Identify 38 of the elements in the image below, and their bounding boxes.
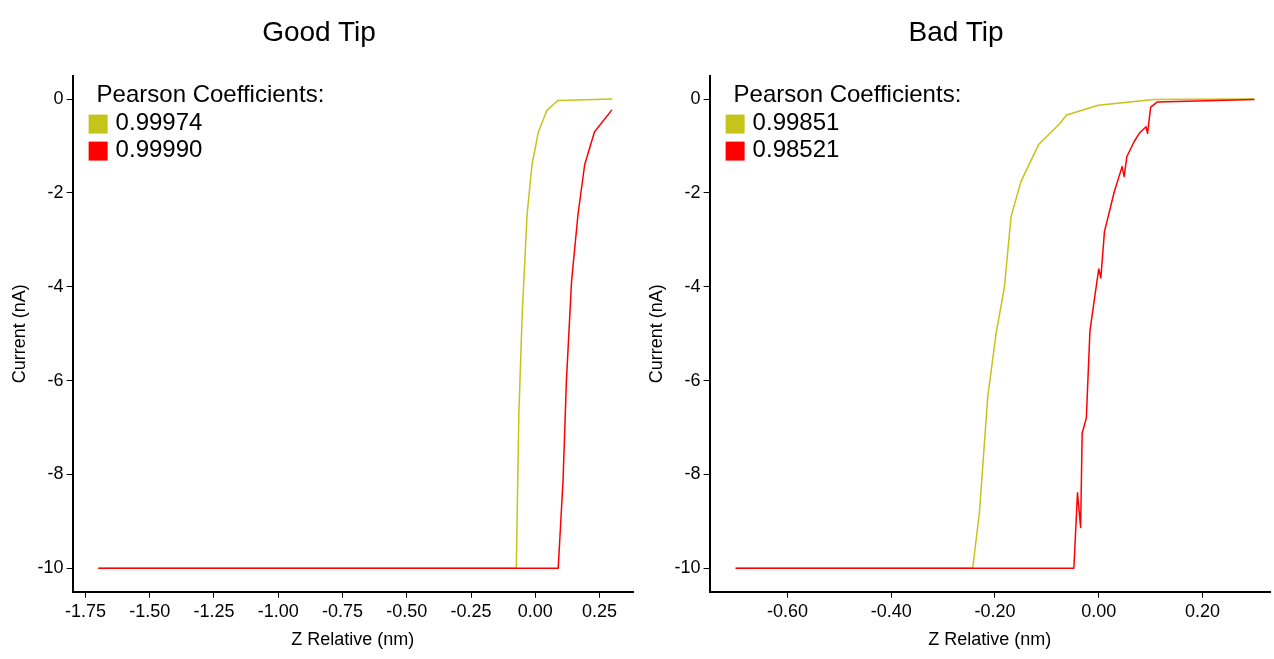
y-axis-title: Current (nA)	[645, 284, 666, 384]
y-tick-label: 0	[53, 88, 64, 109]
x-tick-label: -0.60	[766, 600, 808, 621]
y-tick-label: -10	[674, 557, 701, 578]
legend-title: Pearson Coefficients:	[733, 80, 962, 108]
chart-title: Good Tip	[262, 15, 376, 47]
y-axis-title: Current (nA)	[8, 284, 29, 384]
x-tick-label: 0.00	[1081, 600, 1117, 621]
x-tick-label: -0.25	[450, 600, 492, 621]
x-axis-title: Z Relative (nm)	[928, 629, 1052, 650]
y-tick-label: -2	[684, 181, 701, 202]
x-axis-title: Z Relative (nm)	[291, 629, 415, 650]
y-tick-label: -2	[47, 181, 64, 202]
y-tick-label: 0	[690, 88, 701, 109]
x-tick-label: 0.25	[582, 600, 618, 621]
y-tick-label: -4	[684, 275, 701, 296]
x-tick-label: -1.50	[129, 600, 171, 621]
legend-label: 0.99990	[115, 135, 203, 163]
x-tick-label: -0.50	[386, 600, 428, 621]
x-tick-label: 0.00	[517, 600, 553, 621]
x-tick-label: -1.00	[257, 600, 299, 621]
x-tick-label: -1.75	[64, 600, 106, 621]
y-tick-label: -6	[47, 369, 64, 390]
x-tick-label: -0.40	[870, 600, 912, 621]
y-tick-label: -10	[37, 557, 64, 578]
legend-label: 0.99974	[115, 108, 203, 136]
y-tick-label: -4	[47, 275, 64, 296]
y-tick-label: -8	[684, 463, 701, 484]
x-tick-label: -1.25	[193, 600, 235, 621]
legend-label: 0.99851	[752, 108, 840, 136]
legend-label: 0.98521	[752, 135, 840, 163]
x-tick-label: 0.20	[1185, 600, 1221, 621]
x-tick-label: -0.75	[322, 600, 364, 621]
y-tick-label: -6	[684, 369, 701, 390]
y-tick-label: -8	[47, 463, 64, 484]
chart-title: Bad Tip	[908, 15, 1004, 47]
x-tick-label: -0.20	[974, 600, 1016, 621]
legend-title: Pearson Coefficients:	[96, 80, 325, 108]
